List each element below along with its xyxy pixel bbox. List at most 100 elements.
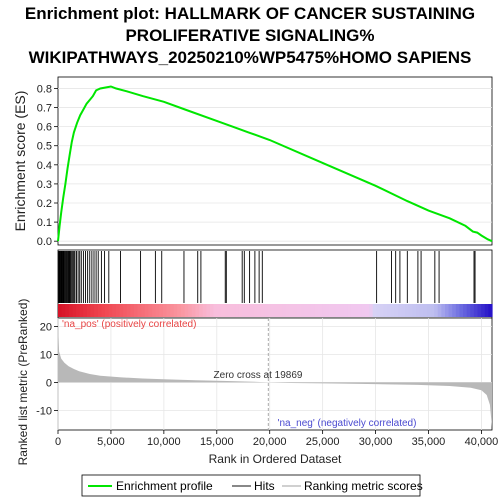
heat-cell — [365, 304, 369, 317]
heat-cell — [304, 304, 308, 317]
rank-heat-bar — [58, 304, 493, 317]
es-y-tick-label: 0.2 — [37, 198, 52, 210]
heat-cell — [217, 304, 221, 317]
heat-cell — [181, 304, 185, 317]
heat-cell — [315, 304, 319, 317]
heat-cell — [112, 304, 116, 317]
metric-x-tick-label: 40,000 — [465, 436, 499, 448]
es-y-tick-label: 0.3 — [37, 179, 52, 191]
metric-x-ticks: 0 5,000 10,000 15,000 20,000 25,000 30,000 35,0… — [55, 430, 498, 448]
heat-cell — [445, 304, 449, 317]
metric-x-tick-label: 0 — [55, 436, 61, 448]
metric-y-tick-label: -10 — [36, 405, 52, 417]
heat-cell — [488, 304, 492, 317]
heat-cell — [438, 304, 442, 317]
es-y-tick-label: 0.1 — [37, 217, 52, 229]
heat-cell — [380, 304, 384, 317]
heat-cell — [163, 304, 167, 317]
heat-cell — [138, 304, 142, 317]
heat-cell — [449, 304, 453, 317]
heat-cell — [293, 304, 297, 317]
heat-cell — [402, 304, 406, 317]
legend-item-ranking-metric-scores: Ranking metric scores — [304, 479, 423, 493]
heat-cell — [159, 304, 163, 317]
heat-cell — [257, 304, 261, 317]
heat-cell — [470, 304, 474, 317]
heat-cell — [261, 304, 265, 317]
heat-cell — [109, 304, 113, 317]
metric-x-axis-label: Rank in Ordered Dataset — [209, 452, 342, 466]
heat-cell — [485, 304, 489, 317]
heat-cell — [253, 304, 257, 317]
heat-cell — [134, 304, 138, 317]
heat-cell — [322, 304, 326, 317]
heat-cell — [72, 304, 76, 317]
heat-cell — [478, 304, 482, 317]
heat-cell — [308, 304, 312, 317]
es-y-axis-label: Enrichment score (ES) — [12, 91, 28, 232]
heat-cell — [459, 304, 463, 317]
metric-x-tick-label: 25,000 — [306, 436, 340, 448]
hits-panel — [58, 250, 493, 318]
heat-cell — [405, 304, 409, 317]
heat-cell — [329, 304, 333, 317]
metric-x-tick-label: 35,000 — [412, 436, 446, 448]
heat-cell — [87, 304, 91, 317]
heat-cell — [416, 304, 420, 317]
legend: Enrichment profile Hits Ranking metric s… — [82, 475, 423, 496]
metric-x-tick-label: 15,000 — [200, 436, 234, 448]
es-y-tick-label: 0.5 — [37, 141, 52, 153]
heat-cell — [105, 304, 109, 317]
legend-item-hits: Hits — [254, 479, 275, 493]
heat-cell — [282, 304, 286, 317]
heat-cell — [275, 304, 279, 317]
heat-cell — [355, 304, 359, 317]
heat-cell — [333, 304, 337, 317]
heat-cell — [286, 304, 290, 317]
heat-cell — [384, 304, 388, 317]
heat-cell — [214, 304, 218, 317]
heat-cell — [123, 304, 127, 317]
heat-cell — [242, 304, 246, 317]
es-y-tick-label: 0.7 — [37, 103, 52, 115]
heat-cell — [80, 304, 84, 317]
heat-cell — [199, 304, 203, 317]
neg-correlated-label: 'na_neg' (negatively correlated) — [278, 418, 417, 429]
heat-cell — [148, 304, 152, 317]
heat-cell — [145, 304, 149, 317]
heat-cell — [420, 304, 424, 317]
heat-cell — [235, 304, 239, 317]
heat-cell — [369, 304, 373, 317]
heat-cell — [351, 304, 355, 317]
heat-cell — [340, 304, 344, 317]
heat-cell — [344, 304, 348, 317]
heat-cell — [98, 304, 102, 317]
heat-cell — [481, 304, 485, 317]
chart-title-line3: WIKIPATHWAYS_20250210%WP5475%HOMO SAPIEN… — [29, 48, 472, 67]
es-y-tick-label: 0.8 — [37, 83, 52, 95]
heat-cell — [373, 304, 377, 317]
metric-x-tick-label: 10,000 — [147, 436, 181, 448]
heat-cell — [246, 304, 250, 317]
heat-cell — [69, 304, 73, 317]
heat-cell — [58, 304, 62, 317]
heat-cell — [463, 304, 467, 317]
heat-cell — [91, 304, 95, 317]
zero-cross-label: Zero cross at 19869 — [214, 370, 303, 381]
heat-cell — [174, 304, 178, 317]
heat-cell — [119, 304, 123, 317]
heat-cell — [456, 304, 460, 317]
heat-cell — [94, 304, 98, 317]
heat-cell — [228, 304, 232, 317]
heat-cell — [203, 304, 207, 317]
heat-cell — [336, 304, 340, 317]
heat-cell — [65, 304, 69, 317]
heat-cell — [224, 304, 228, 317]
metric-y-axis-label: Ranked list metric (PreRanked) — [16, 299, 30, 466]
heat-cell — [152, 304, 156, 317]
heat-cell — [347, 304, 351, 317]
heat-cell — [289, 304, 293, 317]
heat-cell — [239, 304, 243, 317]
heat-cell — [167, 304, 171, 317]
